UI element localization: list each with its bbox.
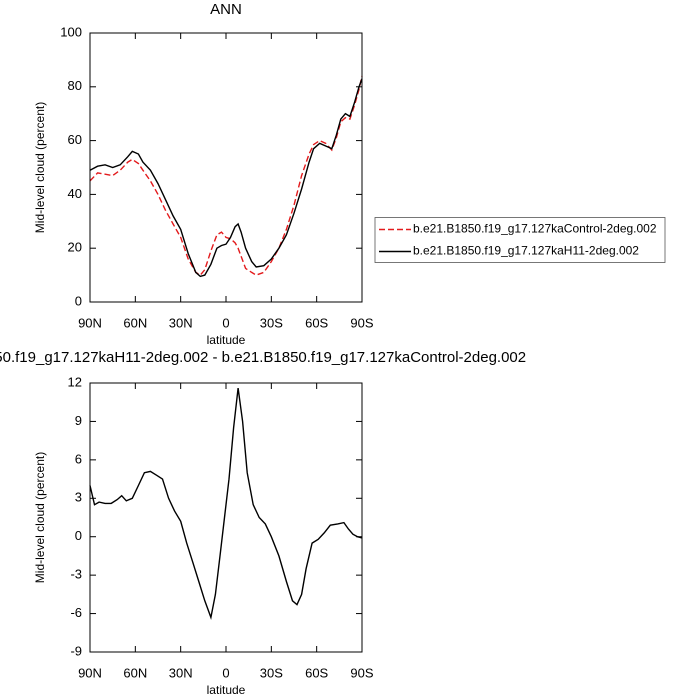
y-tick-label: -9 xyxy=(70,643,82,658)
x-tick-label: 30S xyxy=(260,665,283,680)
y-axis-label: Mid-level cloud (percent) xyxy=(33,102,47,233)
data-line xyxy=(89,75,363,277)
y-tick-label: -3 xyxy=(70,567,82,582)
x-tick-label: 0 xyxy=(222,315,229,330)
x-axis-label: latitude xyxy=(207,683,246,697)
y-tick-label: 9 xyxy=(75,413,82,428)
x-tick-label: 30S xyxy=(260,315,283,330)
legend-box xyxy=(374,217,666,263)
x-tick-label: 30N xyxy=(169,665,193,680)
y-tick-label: 0 xyxy=(75,293,82,308)
y-tick-label: 12 xyxy=(68,374,82,389)
plot-frame xyxy=(89,32,363,303)
x-tick-label: 0 xyxy=(222,665,229,680)
legend-label: b.e21.B1850.f19_g17.127kaControl-2deg.00… xyxy=(413,222,657,236)
y-tick-label: 100 xyxy=(60,24,82,39)
x-tick-label: 90S xyxy=(350,315,373,330)
data-line xyxy=(89,388,363,620)
chart-title: ANN xyxy=(210,1,242,18)
y-tick-label: 80 xyxy=(68,78,82,93)
y-tick-label: 3 xyxy=(75,490,82,505)
y-tick-label: 20 xyxy=(68,240,82,255)
y-tick-label: 0 xyxy=(75,528,82,543)
x-tick-label: 60N xyxy=(123,315,147,330)
y-tick-label: 6 xyxy=(75,451,82,466)
x-tick-label: 60S xyxy=(305,665,328,680)
x-tick-label: 90N xyxy=(78,665,102,680)
y-tick-label: 60 xyxy=(68,132,82,147)
x-tick-label: 60N xyxy=(123,665,147,680)
y-tick-label: -6 xyxy=(70,605,82,620)
x-axis-label: latitude xyxy=(207,333,246,347)
chart-title: b.e21.B1850.f19_g17.127kaH11-2deg.002 - … xyxy=(0,349,526,366)
y-tick-label: 40 xyxy=(68,186,82,201)
x-tick-label: 90N xyxy=(78,315,102,330)
x-tick-label: 90S xyxy=(350,665,373,680)
legend-label: b.e21.B1850.f19_g17.127kaH11-2deg.002 xyxy=(413,244,639,258)
x-tick-label: 30N xyxy=(169,315,193,330)
plot-frame xyxy=(89,382,363,653)
x-tick-label: 60S xyxy=(305,315,328,330)
data-line xyxy=(89,78,363,278)
y-axis-label: Mid-level cloud (percent) xyxy=(33,452,47,583)
